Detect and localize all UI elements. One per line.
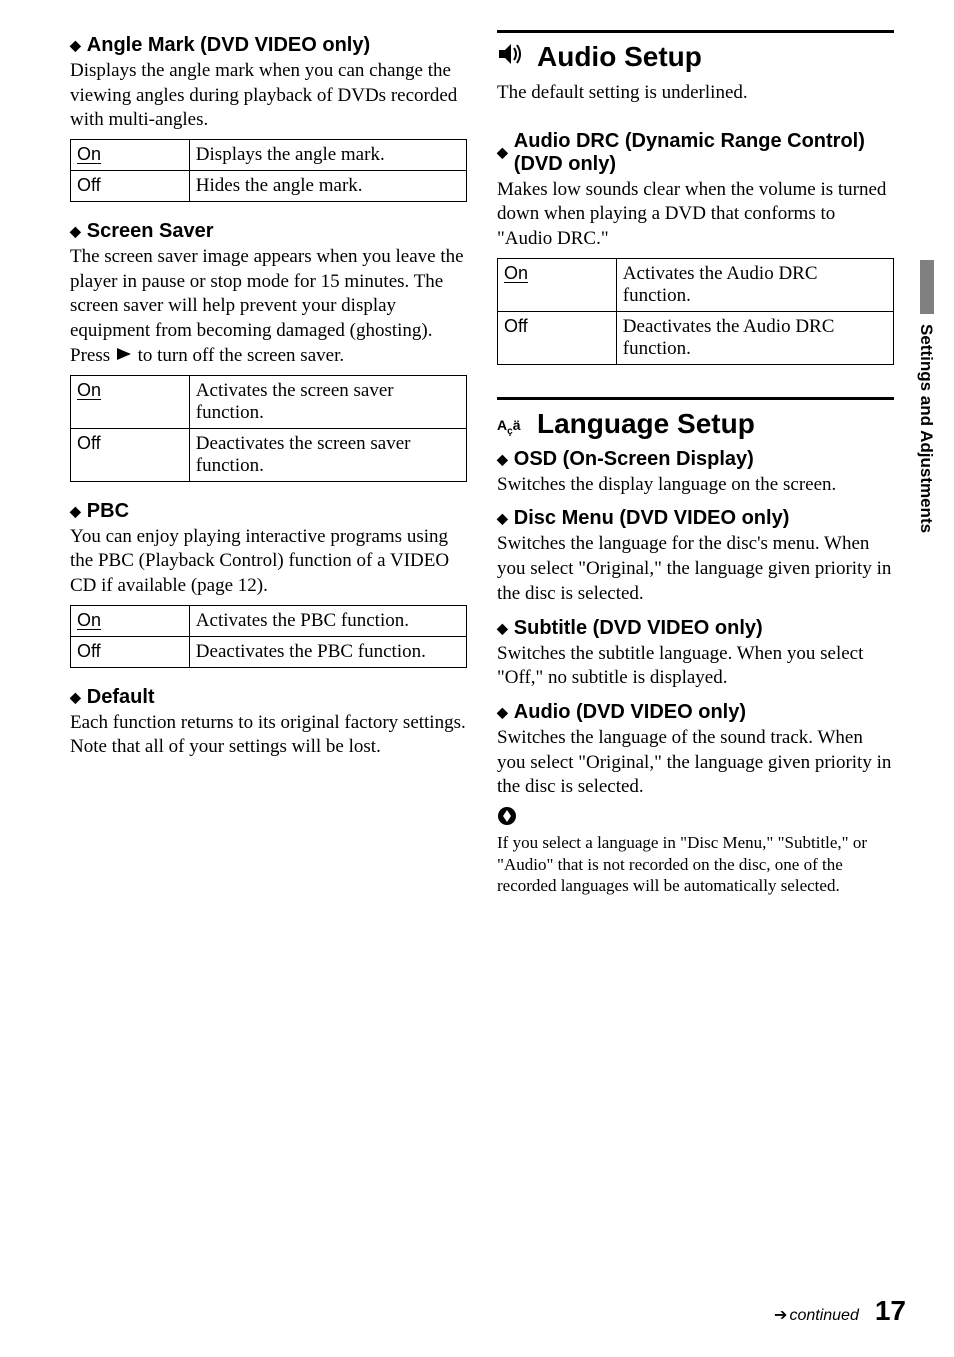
note-text: If you select a language in "Disc Menu,"… [497,832,894,897]
cell-key: On [71,605,190,636]
table-row: On Activates the Audio DRC function. [498,258,894,311]
heading-text: Audio (DVD VIDEO only) [514,701,746,724]
section-language-setup: Açä Language Setup [497,397,894,440]
cell-key: On [71,140,190,171]
desc-default: Each function returns to its original fa… [70,711,467,760]
cell-val: Activates the PBC function. [189,605,466,636]
heading-text: Audio DRC (Dynamic Range Control) (DVD o… [514,130,894,176]
desc-audio-drc: Makes low sounds clear when the volume i… [497,178,894,252]
desc-post: to turn off the screen saver. [133,345,344,366]
cell-key: On [498,258,617,311]
speaker-icon [497,42,527,73]
cell-key: Off [71,171,190,202]
cell-key: Off [71,636,190,667]
heading-text: Disc Menu (DVD VIDEO only) [514,507,790,530]
language-icon: Açä [497,410,527,437]
side-tab-marker [920,260,934,314]
heading-text: PBC [87,500,129,523]
desc-subtitle: Switches the subtitle language. When you… [497,642,894,691]
side-tab-label: Settings and Adjustments [916,324,936,533]
table-audio-drc: On Activates the Audio DRC function. Off… [497,258,894,365]
desc-audio-lang: Switches the language of the sound track… [497,726,894,800]
opt-label: On [77,144,101,164]
continued-label: continued [774,1305,859,1325]
heading-osd: OSD (On-Screen Display) [497,448,894,471]
heading-text: Default [87,686,155,709]
heading-audio-lang: Audio (DVD VIDEO only) [497,701,894,724]
opt-label: On [77,610,101,630]
right-column: Audio Setup The default setting is under… [497,30,894,1250]
heading-screen-saver: Screen Saver [70,220,467,243]
table-row: Off Deactivates the screen saver functio… [71,428,467,481]
page-content: Angle Mark (DVD VIDEO only) Displays the… [0,0,954,1280]
heading-text: Angle Mark (DVD VIDEO only) [87,34,370,57]
opt-label: On [77,380,101,400]
heading-default: Default [70,686,467,709]
section-audio-setup: Audio Setup [497,30,894,73]
cell-val: Deactivates the PBC function. [189,636,466,667]
heading-audio-drc: Audio DRC (Dynamic Range Control) (DVD o… [497,130,894,176]
table-row: On Displays the angle mark. [71,140,467,171]
heading-text: Subtitle (DVD VIDEO only) [514,617,763,640]
table-row: Off Hides the angle mark. [71,171,467,202]
cell-val: Activates the screen saver function. [189,375,466,428]
page-number: 17 [875,1295,906,1327]
cell-key: On [71,375,190,428]
spacer [497,383,894,397]
cell-val: Displays the angle mark. [189,140,466,171]
cell-val: Activates the Audio DRC function. [616,258,893,311]
desc-angle-mark: Displays the angle mark when you can cha… [70,59,467,133]
side-tab: Settings and Adjustments [908,260,934,570]
cell-key: Off [71,428,190,481]
page-footer: continued 17 [774,1295,906,1327]
table-row: On Activates the screen saver function. [71,375,467,428]
cell-val: Hides the angle mark. [189,171,466,202]
audio-intro: The default setting is underlined. [497,81,894,106]
desc-disc-menu: Switches the language for the disc's men… [497,532,894,606]
table-angle-mark: On Displays the angle mark. Off Hides th… [70,139,467,202]
heading-text: Screen Saver [87,220,214,243]
desc-osd: Switches the display language on the scr… [497,473,894,498]
heading-subtitle: Subtitle (DVD VIDEO only) [497,617,894,640]
desc-pbc: You can enjoy playing interactive progra… [70,525,467,599]
table-pbc: On Activates the PBC function. Off Deact… [70,605,467,668]
section-title: Language Setup [537,408,755,440]
spacer [497,112,894,126]
play-icon [115,344,133,369]
desc-screen-saver: The screen saver image appears when you … [70,245,467,368]
table-row: Off Deactivates the PBC function. [71,636,467,667]
heading-disc-menu: Disc Menu (DVD VIDEO only) [497,507,894,530]
cell-val: Deactivates the screen saver function. [189,428,466,481]
note-icon [497,806,894,832]
heading-pbc: PBC [70,500,467,523]
cell-val: Deactivates the Audio DRC function. [616,311,893,364]
left-column: Angle Mark (DVD VIDEO only) Displays the… [70,30,467,1250]
heading-text: OSD (On-Screen Display) [514,448,754,471]
table-row: Off Deactivates the Audio DRC function. [498,311,894,364]
table-row: On Activates the PBC function. [71,605,467,636]
opt-label: On [504,263,528,283]
heading-angle-mark: Angle Mark (DVD VIDEO only) [70,34,467,57]
section-title: Audio Setup [537,41,702,73]
table-screen-saver: On Activates the screen saver function. … [70,375,467,482]
cell-key: Off [498,311,617,364]
